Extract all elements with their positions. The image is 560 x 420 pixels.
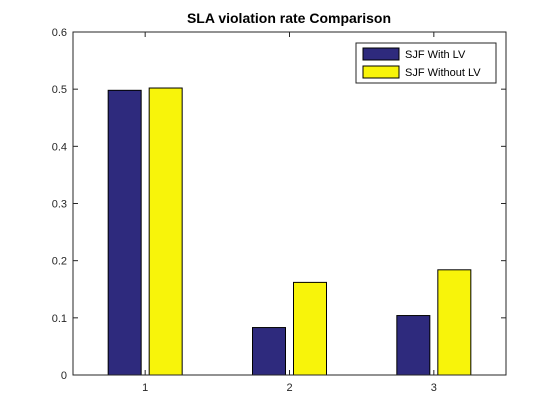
y-tick-label: 0.4 [52, 141, 67, 153]
bar-sjf-with-lv-1 [107, 89, 142, 376]
axis-ticks: 0 0.1 0.2 0.3 0.4 0.5 0.6 1 2 3 [52, 27, 506, 394]
legend-label-sjf-without-lv: SJF Without LV [405, 67, 481, 79]
x-tick-label: 3 [431, 382, 437, 394]
bars [107, 87, 472, 376]
y-tick-label: 0.5 [52, 84, 67, 96]
x-tick-label: 2 [286, 382, 292, 394]
bar-sjf-with-lv-3 [396, 315, 431, 376]
legend-swatch-sjf-with-lv [362, 47, 400, 61]
bar-sjf-without-lv-1 [148, 87, 183, 376]
bar-sjf-without-lv-3 [437, 269, 472, 376]
y-tick-label: 0.1 [52, 313, 67, 325]
legend: SJF With LV SJF Without LV [355, 42, 497, 84]
y-tick-label: 0.6 [52, 27, 67, 39]
y-tick-label: 0.3 [52, 199, 67, 211]
legend-swatch-sjf-without-lv [362, 65, 400, 79]
legend-label-sjf-with-lv: SJF With LV [405, 49, 466, 61]
x-tick-label: 1 [142, 382, 148, 394]
y-tick-label: 0 [61, 370, 67, 382]
chart-title: SLA violation rate Comparison [187, 10, 391, 26]
bar-sjf-without-lv-2 [293, 281, 327, 376]
bar-sjf-with-lv-2 [252, 327, 286, 376]
y-tick-label: 0.2 [52, 256, 67, 268]
